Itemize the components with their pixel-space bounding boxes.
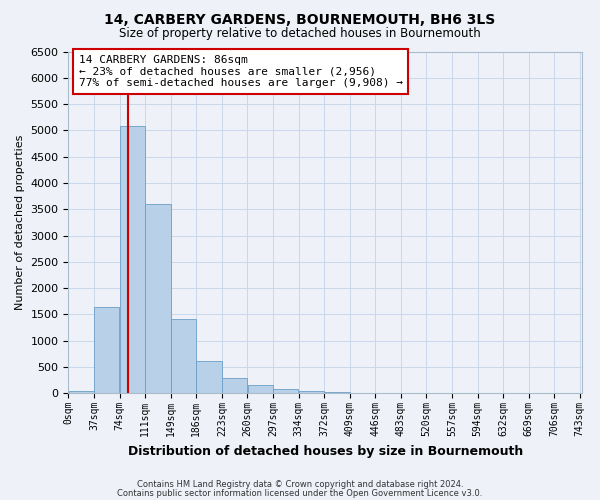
Text: 14 CARBERY GARDENS: 86sqm
← 23% of detached houses are smaller (2,956)
77% of se: 14 CARBERY GARDENS: 86sqm ← 23% of detac… <box>79 55 403 88</box>
Bar <box>171 318 196 394</box>
Bar <box>196 361 221 394</box>
Bar <box>94 306 119 394</box>
Text: Size of property relative to detached houses in Bournemouth: Size of property relative to detached ho… <box>119 28 481 40</box>
X-axis label: Distribution of detached houses by size in Bournemouth: Distribution of detached houses by size … <box>128 444 523 458</box>
Bar <box>145 204 170 394</box>
Bar <box>222 378 247 394</box>
Bar <box>350 393 375 394</box>
Text: Contains HM Land Registry data © Crown copyright and database right 2024.: Contains HM Land Registry data © Crown c… <box>137 480 463 489</box>
Bar <box>299 391 324 394</box>
Text: Contains public sector information licensed under the Open Government Licence v3: Contains public sector information licen… <box>118 488 482 498</box>
Y-axis label: Number of detached properties: Number of detached properties <box>15 134 25 310</box>
Bar <box>248 386 273 394</box>
Bar <box>68 390 94 394</box>
Bar <box>324 392 350 394</box>
Bar <box>273 389 298 394</box>
Bar <box>120 126 145 394</box>
Text: 14, CARBERY GARDENS, BOURNEMOUTH, BH6 3LS: 14, CARBERY GARDENS, BOURNEMOUTH, BH6 3L… <box>104 12 496 26</box>
